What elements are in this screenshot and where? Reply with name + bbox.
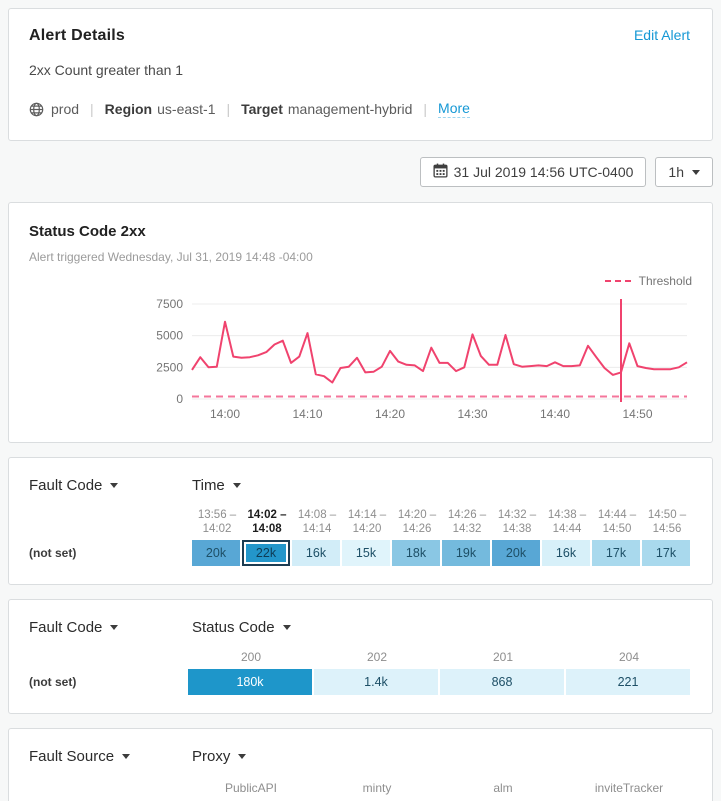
heatmap-cell[interactable]: 15k <box>342 540 390 566</box>
chart-title: Status Code 2xx <box>29 223 146 240</box>
chevron-down-icon <box>232 483 241 488</box>
threshold-dash-icon <box>604 280 631 282</box>
proxy-column-headers: PublicAPI minty alm inviteTracker <box>188 781 692 795</box>
time-range-header[interactable]: 14:44 –14:50 <box>597 509 637 535</box>
svg-text:5000: 5000 <box>156 329 183 343</box>
heatmap-cell[interactable]: 180k <box>188 669 312 695</box>
chevron-down-icon <box>282 625 291 630</box>
fault-code-time-card: Fault Code Time 13:56 –14:02 14:02 –14:08… <box>8 457 713 585</box>
more-link[interactable]: More <box>438 100 470 118</box>
time-range-header[interactable]: 14:02 –14:08 <box>247 509 287 535</box>
heatmap-cell[interactable]: 1.4k <box>314 669 438 695</box>
chart-legend: Threshold <box>29 274 692 288</box>
row-label-not-set: (not set) <box>29 546 77 560</box>
chevron-down-icon <box>110 625 119 630</box>
proxy-header[interactable]: minty <box>362 781 392 795</box>
fault-code-dimension-dropdown[interactable]: Fault Code <box>29 477 192 494</box>
proxy-header[interactable]: alm <box>493 781 513 795</box>
time-range-dropdown[interactable]: 1h <box>655 157 713 187</box>
alert-meta-row: prod | Region us-east-1 | Target managem… <box>29 100 690 118</box>
fault-source-proxy-card: Fault Source Proxy PublicAPI minty alm invi… <box>8 728 713 801</box>
alert-triggered-text: Alert triggered Wednesday, Jul 31, 2019 … <box>29 250 313 264</box>
chevron-down-icon <box>122 754 131 759</box>
time-toolbar: 31 Jul 2019 14:56 UTC-0400 1h <box>8 157 713 187</box>
time-range-header[interactable]: 14:08 –14:14 <box>297 509 337 535</box>
svg-text:14:40: 14:40 <box>540 407 570 421</box>
heatmap-cell[interactable]: 221 <box>566 669 690 695</box>
time-range-header[interactable]: 14:32 –14:38 <box>497 509 537 535</box>
region-label: Region <box>104 101 153 117</box>
heatmap-cell[interactable]: 17k <box>592 540 640 566</box>
region-value: us-east-1 <box>157 101 216 117</box>
heatmap-cell[interactable]: 16k <box>542 540 590 566</box>
alert-details-title: Alert Details <box>29 27 125 44</box>
heatmap-cell[interactable]: 868 <box>440 669 564 695</box>
time-range-header[interactable]: 13:56 –14:02 <box>197 509 237 535</box>
target-value: management-hybrid <box>287 101 413 117</box>
status-code-column-dropdown[interactable]: Status Code <box>192 619 291 636</box>
svg-text:2500: 2500 <box>156 360 183 374</box>
status-code-header[interactable]: 200 <box>240 650 262 664</box>
heatmap-cell[interactable]: 16k <box>292 540 340 566</box>
environment-value: prod <box>51 101 80 117</box>
datetime-value: 31 Jul 2019 14:56 UTC-0400 <box>453 164 634 180</box>
proxy-column-dropdown[interactable]: Proxy <box>192 748 247 765</box>
status-code-2xx-line-chart[interactable]: 0 2500 5000 7500 14:00 14:10 14:20 14:30 14:40 14… <box>132 292 692 428</box>
heatmap-cell[interactable]: 20k <box>192 540 240 566</box>
row-label-not-set: (not set) <box>29 675 77 689</box>
heatmap-cell[interactable]: 22k <box>242 540 290 566</box>
chevron-down-icon <box>692 169 700 175</box>
status-code-header[interactable]: 201 <box>492 650 514 664</box>
svg-text:14:10: 14:10 <box>292 407 322 421</box>
heatmap-cell[interactable]: 19k <box>442 540 490 566</box>
separator: | <box>90 101 94 117</box>
fault-source-dimension-dropdown[interactable]: Fault Source <box>29 748 192 765</box>
time-column-headers: 13:56 –14:02 14:02 –14:08 14:08 –14:14 14:1… <box>192 508 692 536</box>
status-code-column-headers: 200 202 201 204 <box>188 650 692 664</box>
separator: | <box>423 101 428 117</box>
datetime-picker-button[interactable]: 31 Jul 2019 14:56 UTC-0400 <box>419 157 647 187</box>
status-code-header[interactable]: 202 <box>366 650 388 664</box>
time-range-header[interactable]: 14:14 –14:20 <box>347 509 387 535</box>
calendar-icon <box>433 163 454 181</box>
svg-text:14:00: 14:00 <box>210 407 240 421</box>
time-range-header[interactable]: 14:26 –14:32 <box>447 509 487 535</box>
edit-alert-link[interactable]: Edit Alert <box>633 27 690 43</box>
fault-code-dimension-dropdown[interactable]: Fault Code <box>29 619 192 636</box>
fault-code-status-card: Fault Code Status Code 200 202 201 204 (not… <box>8 599 713 714</box>
svg-text:0: 0 <box>176 392 183 406</box>
time-range-value: 1h <box>668 164 684 180</box>
alert-condition-text: 2xx Count greater than 1 <box>29 62 184 78</box>
heatmap-cell[interactable]: 20k <box>492 540 540 566</box>
chevron-down-icon <box>238 754 247 759</box>
time-range-header[interactable]: 14:20 –14:26 <box>397 509 437 535</box>
status-heatmap-row: 180k 1.4k 868 221 <box>188 669 692 695</box>
time-column-dropdown[interactable]: Time <box>192 477 241 494</box>
status-code-chart-card: Status Code 2xx Alert triggered Wednesda… <box>8 202 713 443</box>
heatmap-cell[interactable]: 18k <box>392 540 440 566</box>
threshold-legend-label: Threshold <box>638 274 692 288</box>
svg-text:14:30: 14:30 <box>457 407 487 421</box>
alert-details-card: Alert Details Edit Alert 2xx Count great… <box>8 8 713 141</box>
svg-text:14:20: 14:20 <box>375 407 405 421</box>
time-range-header[interactable]: 14:38 –14:44 <box>547 509 587 535</box>
proxy-header[interactable]: inviteTracker <box>594 781 664 795</box>
separator: | <box>226 101 231 117</box>
globe-icon <box>29 102 51 117</box>
chevron-down-icon <box>110 483 119 488</box>
time-heatmap-row: 20k 22k 16k 15k 18k 19k 20k 16k 17k 17k <box>192 540 692 566</box>
status-code-header[interactable]: 204 <box>618 650 640 664</box>
svg-text:7500: 7500 <box>156 297 183 311</box>
svg-text:14:50: 14:50 <box>622 407 652 421</box>
time-range-header[interactable]: 14:50 –14:56 <box>647 509 687 535</box>
proxy-header[interactable]: PublicAPI <box>224 781 278 795</box>
target-label: Target <box>241 101 283 117</box>
heatmap-cell[interactable]: 17k <box>642 540 690 566</box>
